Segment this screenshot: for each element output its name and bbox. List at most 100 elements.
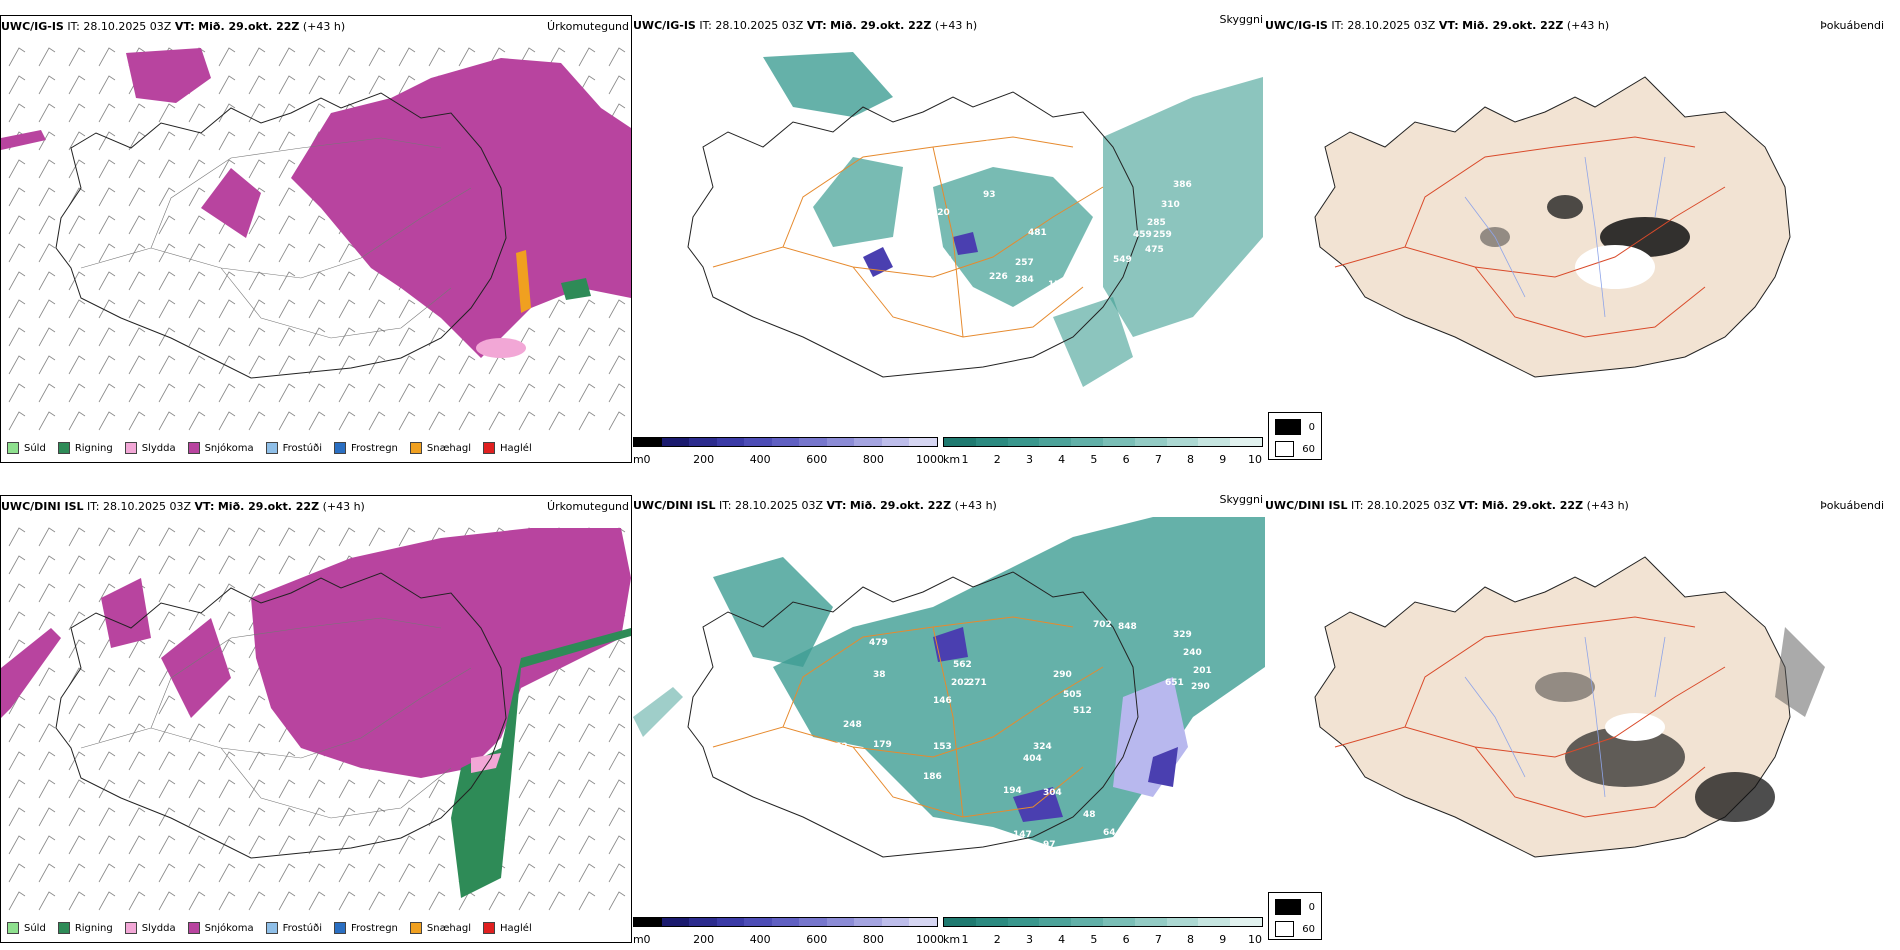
- colorbar-tick: 3: [1025, 453, 1033, 466]
- lead-time: (+43 h): [1586, 499, 1629, 512]
- colorbar-swatch: [881, 438, 910, 446]
- fog-legend-item: 60: [1275, 441, 1315, 457]
- cloud-base-label: 505: [1063, 690, 1082, 700]
- cloud-base-label: 702: [1093, 620, 1112, 630]
- colorbar-tick: 5: [1090, 933, 1098, 946]
- roads: [80, 137, 472, 339]
- legend-swatch: [265, 442, 278, 454]
- land-area: [1314, 76, 1791, 378]
- cloud-panel-row2: UWC/DINI ISL IT: 28.10.2025 03Z VT: Mið.…: [633, 493, 1265, 946]
- cloud-base-label: 195: [973, 118, 992, 128]
- colorbar-swatch: [744, 438, 772, 446]
- colorbar-swatch: [661, 438, 690, 446]
- vt-label: VT:: [1438, 19, 1459, 32]
- colorbar-unit: m: [633, 453, 644, 466]
- vt-value: Mið. 29.okt. 22Z: [1462, 19, 1564, 32]
- colorbar-swatch: [744, 918, 772, 926]
- colorbar-swatch: [975, 918, 1008, 926]
- cloud-base-label: 479: [869, 638, 888, 648]
- vt-value: Mið. 29.okt. 22Z: [830, 19, 932, 32]
- purple-area: [1013, 787, 1063, 822]
- legend-item: Haglél: [483, 922, 532, 934]
- legend-label: Frostúði: [282, 442, 322, 454]
- legend-item: Rigning: [57, 922, 113, 934]
- colorbar-tick: 1: [961, 933, 969, 946]
- cloud-base-label: 259: [1153, 230, 1172, 240]
- legend-swatch: [57, 442, 70, 454]
- snow-area: [161, 618, 231, 718]
- legend-label: Frostregn: [351, 922, 398, 934]
- legend-swatch: [483, 442, 496, 454]
- rain-area: [561, 278, 591, 300]
- colorbar-swatch: [881, 918, 910, 926]
- purple-area: [953, 232, 978, 255]
- teal-area: [633, 687, 683, 737]
- cloud-title: Skyggni: [1219, 493, 1263, 506]
- roads: [1334, 136, 1726, 338]
- colorbar-swatch: [975, 438, 1008, 446]
- colorbar-tick: 10: [1248, 453, 1262, 466]
- colorbar-tick: 600: [806, 933, 828, 946]
- colorbar-swatch: [1007, 438, 1040, 446]
- fog-legend-swatch: [1275, 921, 1295, 937]
- model-name: UWC/DINI ISL: [633, 499, 716, 512]
- legend-swatch: [409, 922, 422, 934]
- cloud-base-label: 156: [905, 170, 924, 180]
- model-name: UWC/IG-IS: [1, 20, 64, 33]
- legend-label: Haglél: [500, 442, 532, 454]
- lead-time: (+43 h): [934, 19, 978, 32]
- fog-header: UWC/IG-IS IT: 28.10.2025 03Z VT: Mið. 29…: [1265, 19, 1609, 32]
- roads: [80, 617, 472, 819]
- it-value: 28.10.2025 03Z: [1367, 499, 1456, 512]
- colorbar-tick: 600: [806, 453, 828, 466]
- legend-item: Frostúði: [265, 442, 322, 454]
- legend-swatch: [483, 922, 496, 934]
- colorbar-swatch: [1230, 918, 1262, 926]
- legend-label: Rigning: [74, 922, 113, 934]
- colorbar-tick: 1000: [916, 933, 944, 946]
- model-name: UWC/IG-IS: [633, 19, 696, 32]
- fog-legend-label: 0: [1308, 421, 1315, 433]
- cloud-base-label: 271: [1075, 277, 1094, 287]
- cloud-base-label: 549: [1113, 255, 1132, 265]
- fog-legend-item: 0: [1275, 899, 1315, 915]
- legend-label: Haglél: [500, 922, 532, 934]
- legend-item: Slydda: [124, 442, 176, 454]
- colorbar-tick: 8: [1187, 933, 1195, 946]
- colorbar-swatch: [944, 918, 976, 926]
- legend-item: Frostúði: [265, 922, 322, 934]
- cloud-base-label: 329: [1173, 630, 1192, 640]
- cloud-map: 195 182 226 156 93 420 107 147 74 257 481 284 226 178…: [687, 52, 1263, 387]
- lead-time: (+43 h): [954, 499, 997, 512]
- colorbar-tick: 8: [1187, 453, 1195, 466]
- cloud-base-label: 226: [941, 150, 960, 160]
- colorbar-tick: 3: [1025, 933, 1033, 946]
- legend-swatch: [265, 922, 278, 934]
- cloud-header: UWC/IG-IS IT: 28.10.2025 03Z VT: Mið. 29…: [633, 19, 977, 32]
- colorbar-tick: 400: [749, 933, 771, 946]
- colorbar-swatch: [1166, 918, 1199, 926]
- legend-swatch: [7, 442, 19, 454]
- colorbar-swatch: [826, 438, 855, 446]
- cloud-base-labels: 479 38 562 202 146 271 290 505 512 248 232 179 153 18…: [829, 620, 1212, 850]
- fog-map: [1314, 556, 1825, 858]
- colorbar-tick: 9: [1219, 453, 1227, 466]
- colorbar-swatch: [909, 918, 938, 926]
- legend-swatch: [124, 922, 137, 934]
- cloud-base-label: 202: [951, 678, 970, 688]
- cloud-base-label: 290: [1053, 670, 1072, 680]
- legend-label: Frostúði: [282, 922, 322, 934]
- colorbar-tick: 6: [1122, 933, 1130, 946]
- precip-title: Úrkomutegund: [547, 20, 629, 33]
- cloud-base-label: 290: [1191, 682, 1210, 692]
- legend-item: Snjókoma: [187, 922, 254, 934]
- roads: [712, 136, 1104, 338]
- colorbar-tick: 400: [749, 453, 771, 466]
- it-label: IT:: [699, 19, 712, 32]
- cloud-base-colorbar: m 0 200 400 600 800 1000: [633, 437, 944, 467]
- colorbar-tick: 10: [1248, 933, 1262, 946]
- fog-dark: [1565, 727, 1685, 787]
- colorbar-swatch: [1134, 918, 1167, 926]
- colorbar-swatch: [799, 918, 827, 926]
- cloud-base-label: 848: [1118, 622, 1137, 632]
